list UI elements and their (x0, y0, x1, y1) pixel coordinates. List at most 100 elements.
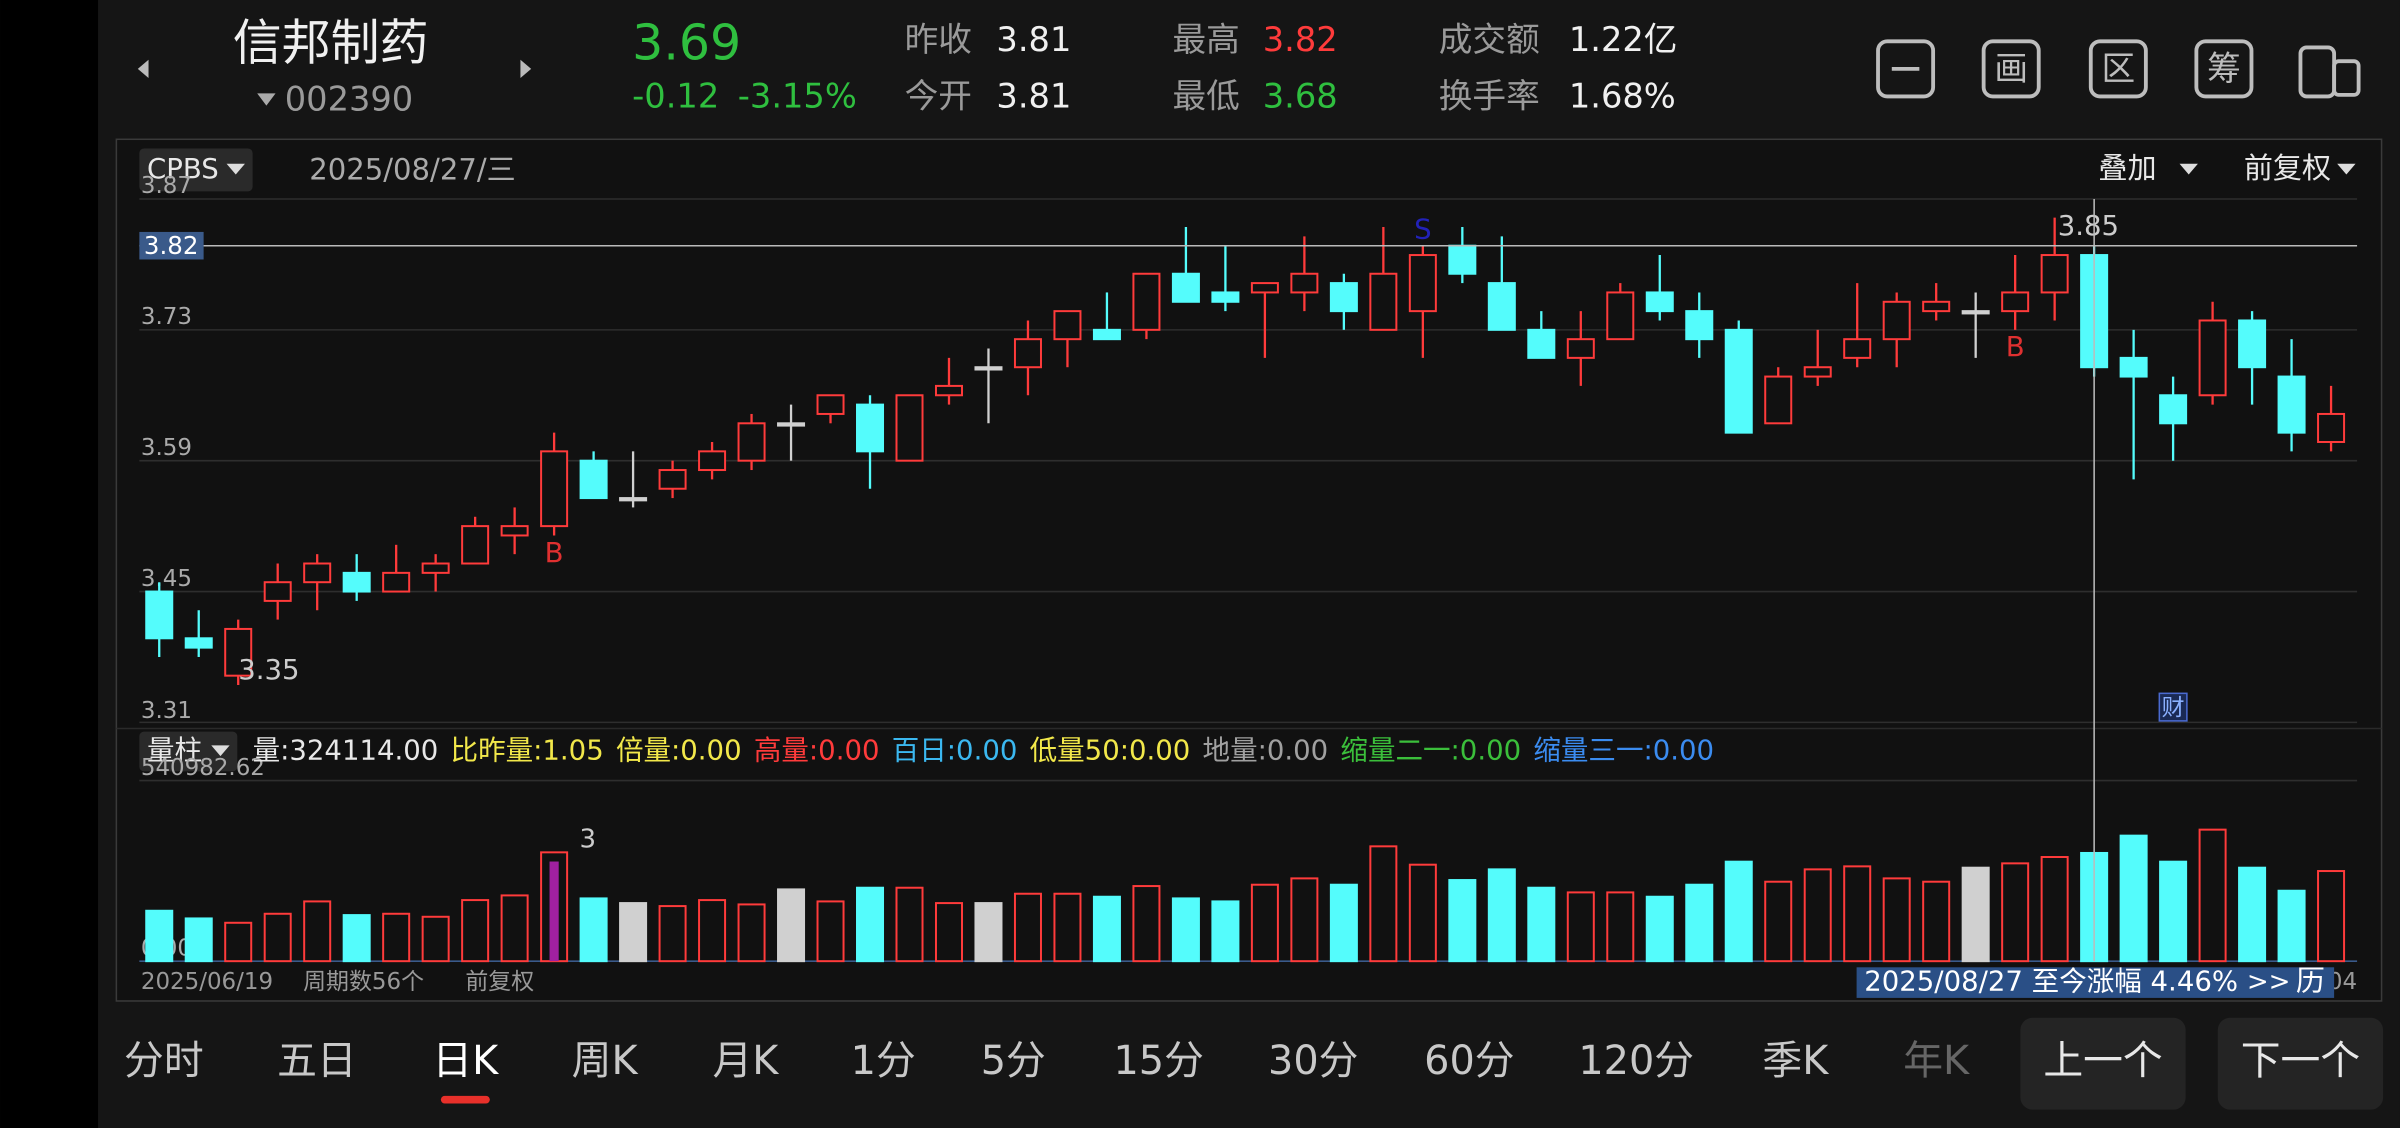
signal: B (545, 537, 564, 569)
event-box (2158, 692, 2188, 722)
next-stock[interactable] (520, 59, 532, 79)
candle-body (1922, 300, 1951, 313)
period-tab[interactable]: 季K (1762, 1038, 1829, 1084)
volume-bar (1487, 868, 1516, 963)
volume-bar (263, 912, 292, 963)
tab-underline (440, 1095, 490, 1104)
volume-bar (1685, 883, 1714, 963)
prev-stock[interactable] (137, 59, 149, 79)
candle-body (500, 525, 529, 537)
period-tab[interactable]: 分时 (124, 1038, 204, 1084)
event: 财 (2162, 695, 2185, 721)
volume-bar (1645, 895, 1674, 963)
period-tab[interactable]: 年K (1903, 1038, 1970, 1084)
volume-bar (1053, 892, 1082, 963)
candle-body (2277, 375, 2306, 434)
stat-value: 1.68% (1569, 76, 1676, 115)
volume-bar (500, 894, 529, 963)
nav-button[interactable] (2217, 1017, 2384, 1110)
candle-body (145, 590, 174, 640)
stock-code: 002390 (285, 80, 413, 119)
volume-bar (1013, 892, 1042, 963)
tool-button[interactable] (2194, 39, 2254, 99)
tool-button[interactable] (1981, 39, 2041, 99)
volume-bar (1961, 866, 1990, 963)
volume-bar (1132, 885, 1161, 963)
candle-body (1369, 272, 1398, 331)
candle-body (579, 459, 608, 500)
overlay-button[interactable]: 叠加 (2098, 151, 2156, 185)
stat-value: 3.81 (996, 20, 1071, 59)
candle-body (1053, 310, 1082, 341)
candle-body (1843, 338, 1872, 359)
candle-body (1606, 291, 1635, 341)
y-tick-label: 3.59 (141, 435, 192, 461)
stat-label: 成交额 (1439, 20, 1540, 59)
volume-bar (224, 921, 253, 963)
period-tab[interactable]: 周K (572, 1038, 639, 1084)
volume-bar (737, 903, 766, 963)
volume-bar (421, 915, 450, 963)
volume-bar (2238, 866, 2267, 963)
adjust-button[interactable]: 前复权 (2244, 151, 2331, 185)
period-tab[interactable]: 30分 (1268, 1038, 1358, 1084)
code-arrow[interactable] (257, 93, 276, 106)
volume-bar (1803, 868, 1832, 963)
candle-body (1645, 291, 1674, 313)
candle-body (1329, 282, 1358, 313)
candle-body (1408, 254, 1437, 313)
nav-button-label: 下一个 (2241, 1038, 2360, 1084)
minus-button[interactable] (1876, 39, 1936, 99)
candle-body (737, 422, 766, 462)
candle-body (1764, 375, 1793, 425)
candle-body (1290, 272, 1319, 294)
period-tab[interactable]: 5分 (981, 1038, 1046, 1084)
stat-value: 3.81 (996, 76, 1071, 115)
dropdown-arrow (211, 745, 230, 757)
candle-body (1961, 310, 1990, 315)
period-tab[interactable]: 月K (712, 1038, 779, 1084)
nav-button[interactable] (2020, 1017, 2186, 1110)
range-more[interactable]: >> (2247, 967, 2291, 997)
volume-highlight (549, 861, 559, 962)
dropdown-arrow (2337, 163, 2356, 175)
volume-indicator: 比昨量:1.05 (451, 734, 604, 766)
candle-body (1685, 310, 1714, 341)
volume-tick-label: 540982.62 (141, 755, 265, 781)
period-tab[interactable]: 五日 (277, 1038, 357, 1084)
indicator-button[interactable] (139, 148, 253, 192)
candle-body (1882, 300, 1911, 341)
volume-bar (1408, 863, 1437, 963)
period-tab[interactable]: 15分 (1113, 1038, 1203, 1084)
volume-indicator: 百日:0.00 (892, 734, 1018, 766)
candle-body (856, 403, 885, 453)
volume-bar (777, 888, 806, 963)
range-box[interactable] (1856, 967, 2335, 998)
history-button[interactable]: 历 (2296, 964, 2325, 998)
period-tab[interactable]: 日K (432, 1038, 499, 1084)
max-label: 3.85 (2058, 210, 2119, 242)
volume-indicator: 倍量:0.00 (616, 734, 742, 766)
period-tab[interactable]: 120分 (1578, 1038, 1694, 1084)
volume-bar (2001, 862, 2030, 963)
min-label: 3.35 (238, 654, 299, 686)
y-tick-label: 3.45 (141, 566, 192, 592)
tool-button[interactable] (2088, 39, 2148, 99)
candle-body (1566, 338, 1595, 359)
volume-indicator: 地量:0.00 (1203, 734, 1329, 766)
volume-bar (1843, 865, 1872, 963)
volume-bar (382, 912, 411, 963)
period-tab[interactable]: 1分 (851, 1038, 916, 1084)
volume-bar (461, 899, 490, 963)
nav-button-label: 上一个 (2043, 1038, 2162, 1084)
candle-body (974, 366, 1003, 371)
volume-indicator-button[interactable] (139, 731, 238, 772)
volume-bar (1290, 877, 1319, 963)
volume-bar (1250, 883, 1279, 963)
volume-indicator: 量:324114.00 (253, 734, 439, 766)
volume-bar (619, 902, 648, 963)
candle-body (1448, 244, 1477, 275)
period-tab[interactable]: 60分 (1424, 1038, 1514, 1084)
candle-body (540, 450, 569, 528)
